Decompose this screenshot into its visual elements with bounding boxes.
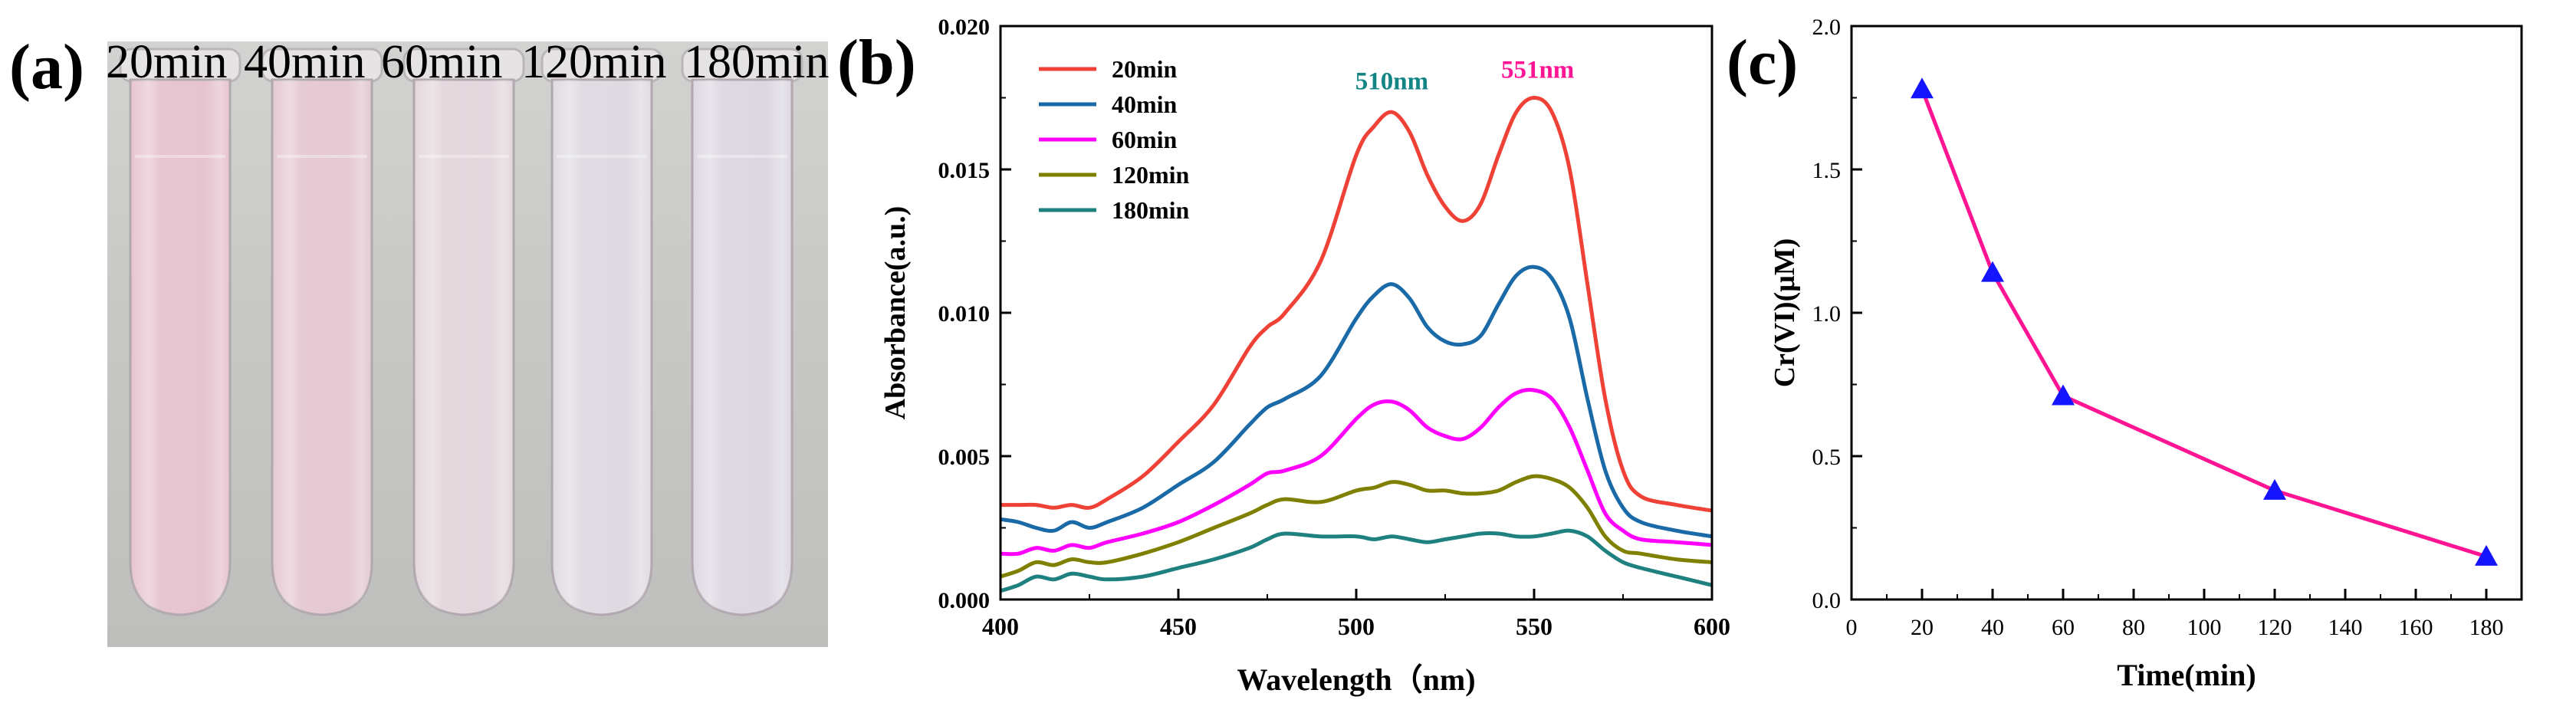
test-tube: [402, 48, 525, 616]
panel-a-letter: (a): [9, 31, 84, 103]
crvi-data-point: [2263, 478, 2286, 500]
x-tick-label-b: 600: [1694, 613, 1730, 640]
test-tube: [681, 48, 803, 616]
tube-label-20min: 20min: [106, 36, 228, 88]
tube-label-60min: 60min: [381, 36, 503, 88]
legend-label-20min: 20min: [1112, 55, 1178, 83]
x-tick-label-b: 500: [1338, 613, 1375, 640]
x-tick-label-c: 40: [1981, 615, 2004, 640]
y-tick-label-b: 0.000: [938, 588, 991, 613]
x-tick-label-b: 400: [982, 613, 1019, 640]
plot-frame-c: [1850, 25, 2523, 601]
x-tick-label-b: 450: [1160, 613, 1197, 640]
y-axis-label-c: Cr(VI)(μM): [1769, 238, 1801, 388]
x-tick-label-c: 140: [2328, 615, 2363, 640]
x-tick-label-c: 180: [2469, 615, 2504, 640]
tube-label-120min: 120min: [521, 36, 667, 88]
x-tick-label-c: 80: [2122, 615, 2145, 640]
panel-b-letter: (b): [837, 27, 916, 98]
panel-c-letter: (c): [1727, 27, 1799, 98]
test-tube: [261, 48, 383, 616]
x-tick-label-c: 120: [2258, 615, 2292, 640]
y-tick-label-b: 0.015: [938, 158, 991, 183]
crvi-data-point: [2475, 544, 2498, 566]
crvi-data-point: [2052, 384, 2075, 406]
y-axis-label-b: Absorbance(a.u.): [879, 206, 912, 420]
x-tick-label-c: 160: [2399, 615, 2433, 640]
x-axis-label-c: Time(min): [2117, 658, 2256, 692]
series-line-20min: [1000, 96, 1713, 513]
test-tube: [119, 48, 242, 616]
y-tick-label-c: 1.5: [1812, 158, 1842, 183]
legend-label-180min: 180min: [1112, 196, 1190, 224]
series-line-60min: [1000, 388, 1713, 557]
legend-label-40min: 40min: [1112, 90, 1178, 118]
y-tick-label-c: 1.0: [1812, 301, 1842, 327]
series-line-40min: [1000, 264, 1713, 539]
crvi-time-chart: 0 20 40 60 80 100 120 140 160 1800.00.51.01.52.0 …: [1769, 15, 2523, 692]
test-tube: [540, 48, 663, 616]
tube-label-40min: 40min: [244, 36, 366, 88]
x-tick-label-c: 60: [2052, 615, 2075, 640]
series-line-180min: [1000, 528, 1713, 593]
x-tick-label-c: 100: [2187, 615, 2222, 640]
y-tick-label-c: 0.5: [1812, 445, 1842, 470]
y-tick-label-c: 2.0: [1812, 15, 1842, 40]
y-tick-label-b: 0.010: [938, 301, 991, 327]
tube-photo: [107, 41, 828, 647]
crvi-data-point: [1911, 77, 1934, 99]
absorbance-chart: 20min 40min 60min 120min 180min 400 450 500 550…: [879, 15, 1730, 697]
x-tick-label-c: 0: [1846, 615, 1858, 640]
x-axis-label-b: Wavelength（nm): [1237, 662, 1475, 697]
peak-annotation-510nm: 510nm: [1355, 67, 1428, 95]
legend-label-60min: 60min: [1112, 126, 1178, 153]
y-tick-label-b: 0.020: [938, 15, 991, 40]
tube-label-180min: 180min: [684, 36, 830, 88]
peak-annotation-551nm: 551nm: [1501, 56, 1574, 84]
x-tick-label-c: 20: [1911, 615, 1934, 640]
series-line-120min: [1000, 474, 1713, 579]
legend-label-120min: 120min: [1112, 161, 1190, 189]
x-tick-label-b: 550: [1516, 613, 1552, 640]
y-tick-label-b: 0.005: [938, 445, 991, 470]
crvi-data-point: [1981, 261, 2004, 282]
crvi-series-line: [1920, 88, 2487, 559]
y-tick-label-c: 0.0: [1812, 588, 1842, 613]
